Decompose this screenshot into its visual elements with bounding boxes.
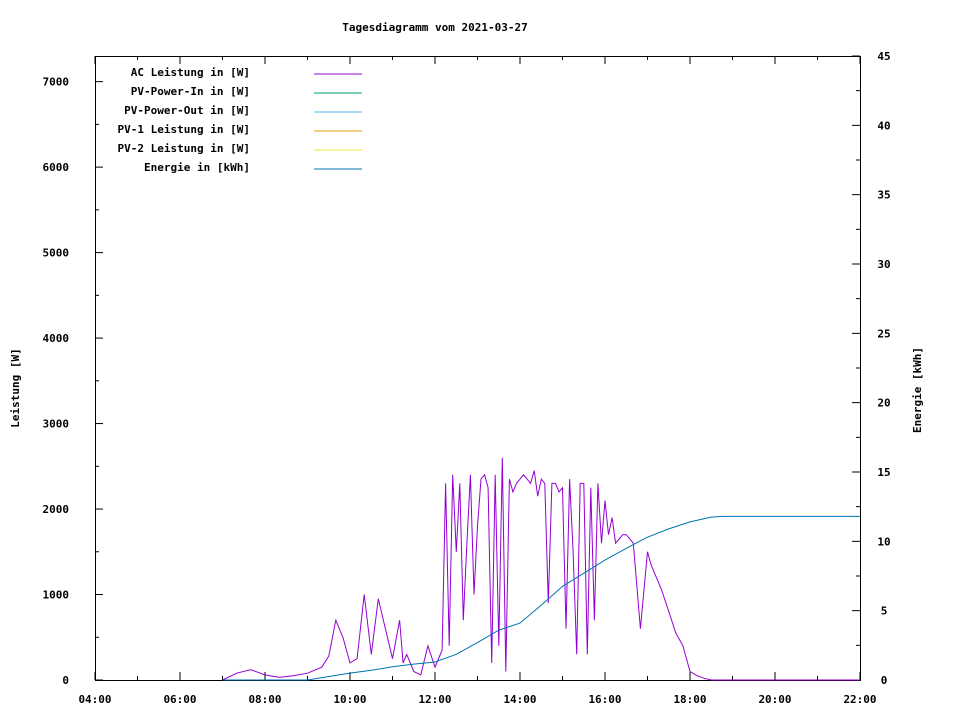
- y-tick-label: 4000: [43, 332, 70, 345]
- x-tick-label: 22:00: [843, 693, 876, 706]
- x-tick-label: 10:00: [333, 693, 366, 706]
- x-tick-label: 04:00: [78, 693, 111, 706]
- legend-label: PV-1 Leistung in [W]: [118, 123, 250, 136]
- series-line-0: [222, 457, 860, 681]
- y2-axis-label: Energie [kWh]: [911, 347, 924, 433]
- y2-tick-label: 35: [877, 189, 890, 202]
- y-tick-label: 6000: [43, 161, 70, 174]
- y2-tick-label: 10: [877, 535, 890, 548]
- y2-tick-label: 40: [877, 119, 890, 132]
- x-tick-label: 20:00: [758, 693, 791, 706]
- x-tick-label: 12:00: [418, 693, 451, 706]
- y2-tick-label: 30: [877, 258, 890, 271]
- y-tick-label: 3000: [43, 418, 70, 431]
- x-tick-label: 08:00: [248, 693, 281, 706]
- legend-label: Energie in [kWh]: [144, 161, 250, 174]
- y-tick-label: 1000: [43, 589, 70, 602]
- legend: AC Leistung in [W] PV-Power-In in [W] PV-P…: [118, 66, 362, 174]
- x-tick-label: 18:00: [673, 693, 706, 706]
- y-axis-label: Leistung [W]: [9, 348, 22, 427]
- y-tick-label: 5000: [43, 247, 70, 260]
- y2-tick-label: 5: [881, 605, 888, 618]
- y-tick-label: 0: [62, 674, 69, 687]
- axis-ticks: 04:00 06:00 08:00 10:00 12:00 14:00 16:00 18:00…: [43, 50, 891, 706]
- series-line-5: [222, 515, 860, 681]
- x-tick-label: 14:00: [503, 693, 536, 706]
- legend-label: AC Leistung in [W]: [131, 66, 250, 79]
- y2-tick-label: 15: [877, 466, 890, 479]
- y2-tick-label: 0: [881, 674, 888, 687]
- y-tick-label: 7000: [43, 76, 70, 89]
- legend-label: PV-2 Leistung in [W]: [118, 142, 250, 155]
- y-tick-label: 2000: [43, 503, 70, 516]
- y2-tick-label: 20: [877, 397, 890, 410]
- x-tick-label: 06:00: [163, 693, 196, 706]
- x-tick-label: 16:00: [588, 693, 621, 706]
- chart-title: Tagesdiagramm vom 2021-03-27: [342, 21, 527, 34]
- legend-label: PV-Power-In in [W]: [131, 85, 250, 98]
- legend-label: PV-Power-Out in [W]: [124, 104, 250, 117]
- series-lines: [222, 457, 860, 681]
- y2-tick-label: 25: [877, 327, 890, 340]
- y2-tick-label: 45: [877, 50, 890, 63]
